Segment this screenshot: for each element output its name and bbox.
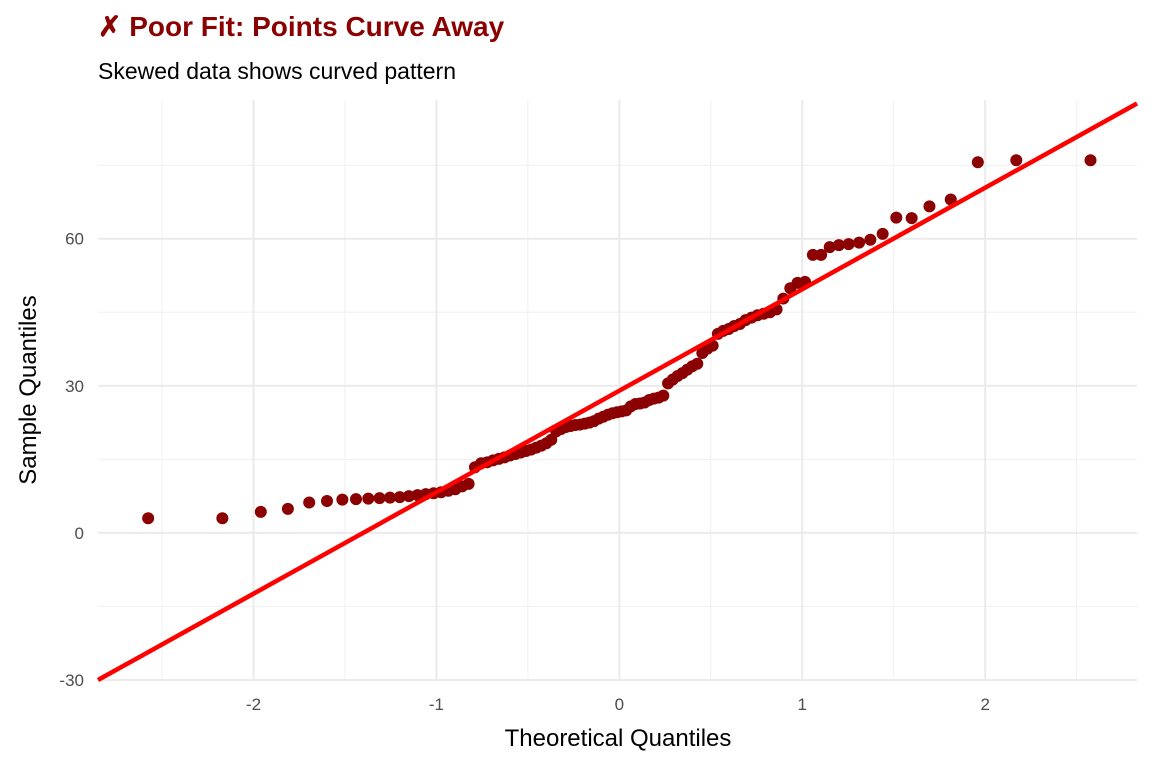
data-point [336, 493, 349, 506]
data-point [815, 248, 828, 261]
data-point [1010, 154, 1023, 167]
data-point [905, 212, 918, 225]
data-point [842, 238, 855, 251]
x-axis-label: Theoretical Quantiles [505, 725, 732, 752]
grid [98, 100, 1137, 681]
data-point [823, 241, 836, 254]
data-point [216, 512, 229, 525]
reference-line [96, 101, 1139, 682]
y-axis-label: Sample Quantiles [15, 295, 42, 484]
data-point [1084, 154, 1097, 167]
x-tick-label: -1 [429, 695, 444, 714]
x-tick-label: -2 [246, 695, 261, 714]
chart-title: ✗ Poor Fit: Points Curve Away [98, 11, 505, 42]
x-tick-label: 0 [615, 695, 624, 714]
data-point [657, 389, 670, 402]
data-point [691, 357, 704, 370]
data-point [876, 227, 889, 240]
data-point [832, 239, 845, 252]
data-point [384, 491, 397, 504]
x-tick-label: 2 [980, 695, 989, 714]
y-tick-label: -30 [59, 671, 84, 690]
y-tick-label: 30 [65, 377, 84, 396]
y-tick-label: 60 [65, 230, 84, 249]
data-point [320, 495, 333, 508]
data-point [373, 492, 386, 505]
data-point [281, 502, 294, 515]
data-point [971, 156, 984, 169]
x-tick-label: 1 [798, 695, 807, 714]
data-point [864, 233, 877, 246]
data-point [350, 493, 363, 506]
data-point [853, 236, 866, 249]
chart-subtitle: Skewed data shows curved pattern [98, 58, 456, 84]
data-point [254, 505, 267, 518]
data-point [806, 248, 819, 261]
data-point [303, 496, 316, 509]
data-point [890, 211, 903, 224]
axis-ticks: -2 -1 0 1 2 -30 0 30 60 [59, 230, 989, 714]
data-point [362, 492, 375, 505]
data-point [923, 200, 936, 213]
data-point [944, 193, 957, 206]
data-point [142, 512, 155, 525]
data-point [462, 477, 475, 490]
y-tick-label: 0 [75, 524, 84, 543]
data-point [393, 491, 406, 504]
